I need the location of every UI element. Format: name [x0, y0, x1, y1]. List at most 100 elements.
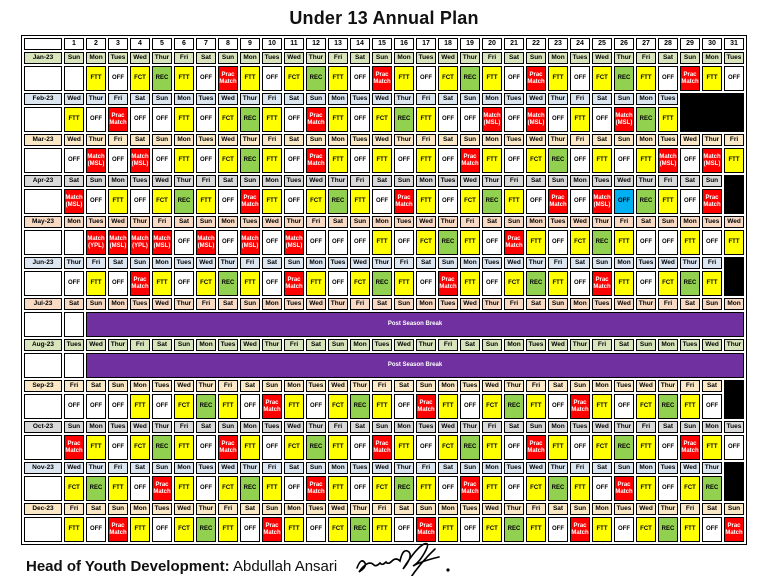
activity-cell: OFF	[680, 148, 700, 173]
activity-cell: Prac Match	[108, 517, 128, 542]
day-name-cell: Fri	[240, 257, 260, 269]
day-name-cell: Sat	[86, 503, 106, 515]
day-name-cell: Tues	[306, 380, 326, 392]
activity-cell: Prac Match	[526, 66, 546, 91]
activity-cell: FTT	[724, 148, 744, 173]
activity-cell: FCT	[174, 394, 194, 419]
day-name-cell: Fri	[394, 257, 414, 269]
activity-cell: OFF	[724, 435, 744, 460]
day-name-cell: Wed	[64, 134, 84, 146]
day-name-cell: Sun	[570, 503, 590, 515]
activity-cell: REC	[548, 148, 568, 173]
day-name-cell: Mon	[658, 339, 678, 351]
activity-cell: Prac Match	[284, 271, 304, 296]
activity-cell: FCT	[592, 66, 612, 91]
day-number-cell: 7	[196, 38, 216, 50]
day-name-cell: Fri	[196, 298, 216, 310]
activity-cell: OFF	[460, 394, 480, 419]
activity-cell: FTT	[416, 476, 436, 501]
day-name-cell: Sun	[438, 257, 458, 269]
day-number-cell: 20	[482, 38, 502, 50]
activity-cell: FCT	[482, 394, 502, 419]
activity-cell: OFF	[570, 435, 590, 460]
day-name-cell: Sun	[306, 462, 326, 474]
page-title: Under 13 Annual Plan	[289, 8, 479, 28]
activity-cell: OFF	[548, 394, 568, 419]
day-name-cell: Sat	[262, 257, 282, 269]
activity-cell: REC	[482, 189, 502, 214]
day-name-cell: Sat	[526, 298, 546, 310]
day-name-cell: Mon	[284, 380, 304, 392]
activity-cell: Prac Match	[372, 66, 392, 91]
day-name-cell: Wed	[64, 462, 84, 474]
activity-cell: FTT	[174, 476, 194, 501]
activity-cell: Prac Match	[262, 517, 282, 542]
day-name-cell: Sat	[614, 339, 634, 351]
activity-cell: OFF	[64, 394, 84, 419]
day-name-cell: Wed	[372, 462, 392, 474]
signature	[356, 542, 450, 576]
day-name-cell: Sun	[218, 52, 238, 64]
day-number-cell: 2	[86, 38, 106, 50]
activity-cell: Prac Match	[614, 476, 634, 501]
activity-cell: FTT	[218, 394, 238, 419]
activity-cell: FCT	[416, 230, 436, 255]
day-name-cell: Mon	[328, 134, 348, 146]
activity-cell: REC	[702, 476, 722, 501]
day-name-cell: Sat	[64, 175, 84, 187]
activity-cell: OFF	[108, 435, 128, 460]
activity-cell: OFF	[108, 66, 128, 91]
day-name-cell: Tues	[548, 216, 568, 228]
day-name-cell: Sun	[526, 52, 546, 64]
activity-cell: FTT	[614, 230, 634, 255]
day-name-cell: Tues	[152, 503, 172, 515]
activity-cell: FTT	[636, 435, 656, 460]
activity-cell: REC	[548, 476, 568, 501]
day-number-cell: 25	[592, 38, 612, 50]
activity-cell: Prac Match	[460, 148, 480, 173]
activity-cell: Match (MSL)	[526, 107, 546, 132]
day-name-cell: Tues	[592, 298, 612, 310]
day-name-cell: Thur	[636, 298, 656, 310]
day-name-cell: Mon	[526, 216, 546, 228]
day-name-cell: Sat	[460, 339, 480, 351]
day-name-cell: Fri	[262, 462, 282, 474]
day-name-cell: Mon	[240, 421, 260, 433]
day-name-cell: Wed	[702, 339, 722, 351]
day-name-cell: Sat	[130, 134, 150, 146]
activity-cell: FCT	[350, 271, 370, 296]
day-name-cell: Tues	[350, 462, 370, 474]
day-name-cell: Wed	[306, 175, 326, 187]
activity-cell: FTT	[328, 148, 348, 173]
activity-cell: FTT	[658, 107, 678, 132]
footer-role-label: Head of Youth Development:	[26, 557, 230, 575]
day-name-cell: Tues	[658, 462, 678, 474]
day-name-cell: Fri	[570, 93, 590, 105]
activity-cell: REC	[460, 66, 480, 91]
day-number-cell: 17	[416, 38, 436, 50]
day-name-cell: Fri	[416, 462, 436, 474]
day-name-cell: Sun	[328, 339, 348, 351]
day-name-cell: Tues	[504, 93, 524, 105]
activity-cell: FCT	[438, 66, 458, 91]
day-name-cell: Sat	[108, 257, 128, 269]
day-name-cell: Mon	[174, 134, 194, 146]
day-name-cell: Tues	[284, 175, 304, 187]
day-name-cell: Sun	[416, 380, 436, 392]
day-name-cell: Thur	[372, 257, 392, 269]
day-name-cell: Wed	[460, 175, 480, 187]
day-number-cell: 9	[240, 38, 260, 50]
day-name-cell: Sun	[614, 462, 634, 474]
activity-cell: Prac Match	[526, 435, 546, 460]
day-name-cell: Sun	[592, 257, 612, 269]
day-name-cell: Tues	[658, 93, 678, 105]
day-name-cell: Fri	[64, 503, 84, 515]
day-name-cell: Thur	[416, 339, 436, 351]
activity-cell: Match (MSL)	[482, 107, 502, 132]
day-name-cell: Mon	[702, 421, 722, 433]
activity-cell: OFF	[350, 230, 370, 255]
day-name-cell: Fri	[64, 380, 84, 392]
activity-cell: Prac Match	[130, 271, 150, 296]
day-name-cell: Sun	[64, 52, 84, 64]
day-name-cell: Wed	[130, 52, 150, 64]
